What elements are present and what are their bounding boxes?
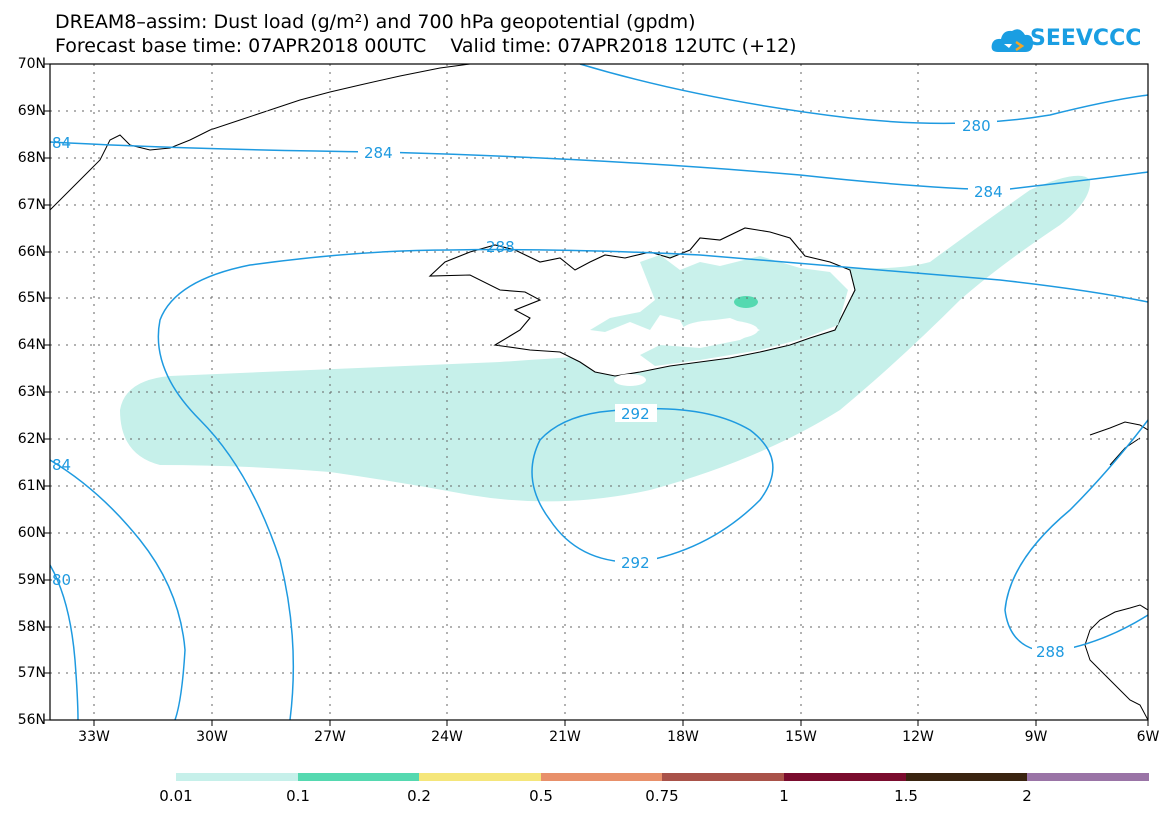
legend-label: 1.5: [894, 787, 918, 805]
scotland-coast: [1084, 604, 1148, 720]
lat-label: 58N: [17, 619, 46, 635]
lon-label: 6W: [1136, 729, 1160, 745]
contour-label: 284: [974, 183, 1003, 201]
contours: [50, 64, 1148, 720]
legend-label: 1: [779, 787, 789, 805]
contour-280-left: [50, 564, 79, 720]
title-line-2: Forecast base time: 07APR2018 00UTC Vali…: [55, 35, 797, 57]
lat-label: 66N: [17, 244, 46, 260]
lon-label: 33W: [78, 729, 110, 745]
lat-label: 63N: [17, 384, 46, 400]
lat-label: 65N: [17, 290, 46, 306]
lon-label: 12W: [902, 729, 934, 745]
lon-label: 18W: [667, 729, 699, 745]
legend-swatch: [1027, 773, 1149, 781]
legend-colorbar: [176, 773, 1149, 781]
contour-label: 284: [364, 144, 393, 162]
lat-label: 62N: [17, 431, 46, 447]
grid: [50, 64, 1148, 720]
contour-label: 84: [52, 456, 71, 474]
lat-label: 70N: [17, 56, 46, 72]
contour-288-right: [1004, 419, 1148, 653]
contour-label: 280: [962, 117, 991, 135]
legend-label: 0.1: [286, 787, 310, 805]
legend-swatch: [784, 773, 906, 781]
greenland-coast: [50, 64, 471, 211]
title-line-1: DREAM8–assim: Dust load (g/m²) and 700 h…: [55, 11, 696, 33]
contour-284-left: [50, 459, 186, 720]
legend-label: 0.2: [407, 787, 431, 805]
dust-area-low: [120, 175, 1091, 502]
contour-280: [579, 64, 1148, 125]
lat-label: 59N: [17, 572, 46, 588]
cloud-icon: [991, 29, 1033, 52]
contour-label: 292: [621, 405, 650, 423]
legend-swatch: [298, 773, 419, 781]
legend-swatch: [906, 773, 1027, 781]
lon-label: 27W: [314, 729, 346, 745]
lat-label: 69N: [17, 103, 46, 119]
contour-label: 288: [486, 238, 515, 256]
contour-292: [531, 407, 774, 563]
lon-label: 15W: [785, 729, 817, 745]
lat-label: 68N: [17, 150, 46, 166]
legend-swatch: [662, 773, 784, 781]
logo-text: SEEVCCC: [1030, 26, 1142, 51]
contour-288: [157, 248, 1148, 720]
lon-label: 21W: [549, 729, 581, 745]
lat-label: 61N: [17, 478, 46, 494]
lat-label: 60N: [17, 525, 46, 541]
lon-label: 9W: [1024, 729, 1048, 745]
lat-label: 67N: [17, 197, 46, 213]
legend-label: 0.5: [529, 787, 553, 805]
contour-label: 288: [1036, 643, 1065, 661]
legend-label: 0.75: [645, 787, 679, 805]
legend-swatch: [541, 773, 662, 781]
lon-label: 24W: [431, 729, 463, 745]
legend-label: 0.01: [159, 787, 193, 805]
legend-swatch: [419, 773, 541, 781]
lat-label: 64N: [17, 337, 46, 353]
contour-label: 84: [52, 134, 71, 152]
lat-label: 56N: [17, 712, 46, 728]
lon-label: 30W: [196, 729, 228, 745]
contour-284: [50, 141, 1148, 191]
lat-label: 57N: [17, 665, 46, 681]
norway-coast: [1089, 421, 1148, 466]
legend-swatch: [176, 773, 298, 781]
ticks: [44, 63, 1149, 726]
contour-label: 292: [621, 554, 650, 572]
contour-label: 80: [52, 571, 71, 589]
legend-label: 2: [1022, 787, 1032, 805]
